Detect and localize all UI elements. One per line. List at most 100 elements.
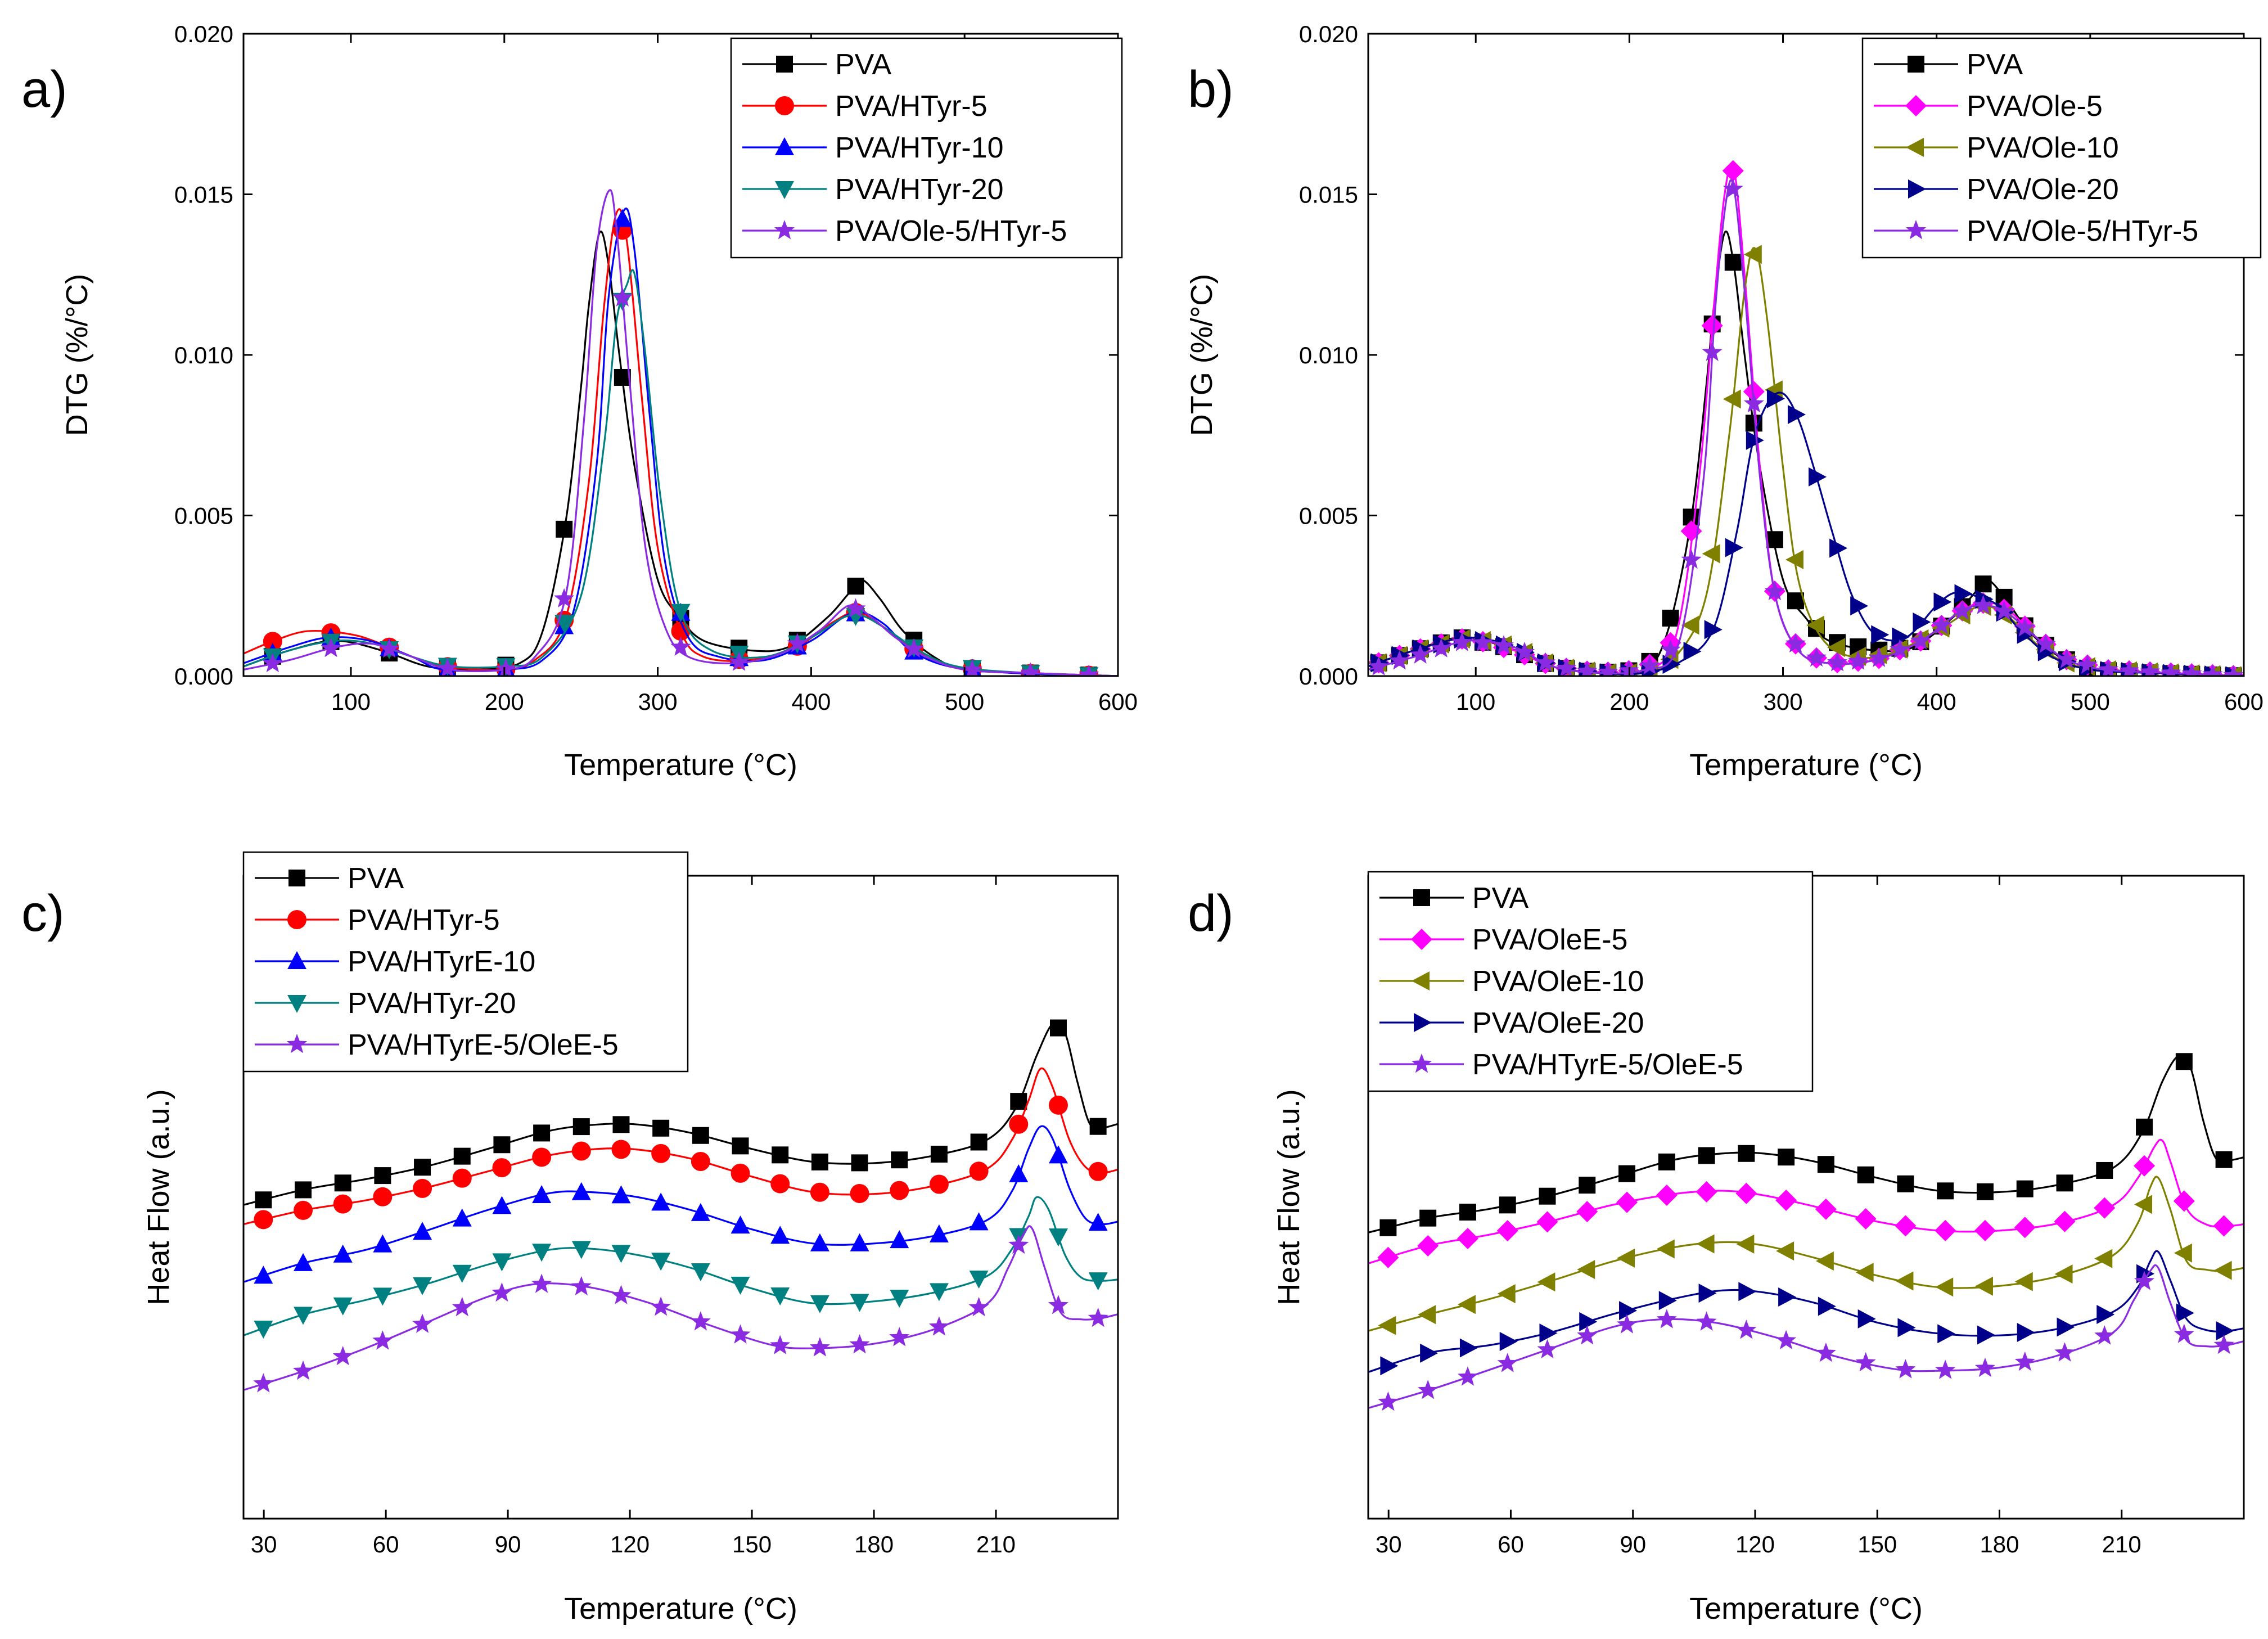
legend-entry-d-4: PVA/HTyrE-5/OleE-5: [1472, 1048, 1743, 1081]
series-marker-d-4: [1577, 1325, 1598, 1345]
series-marker-a-1: [263, 632, 282, 651]
series-marker-b-2: [1681, 615, 1699, 635]
y-tick-label-b: 0.015: [1299, 182, 1358, 208]
series-marker-d-1: [1815, 1198, 1837, 1220]
x-tick-label-d: 180: [1980, 1531, 2019, 1557]
series-marker-b-2: [1764, 380, 1783, 400]
series-marker-d-2: [1815, 1251, 1834, 1271]
legend-marker-c-2: [287, 951, 306, 969]
series-marker-a-2: [612, 209, 632, 227]
y-axis-label-d: Heat Flow (a.u.): [1272, 1089, 1306, 1305]
series-marker-d-3: [1539, 1323, 1558, 1343]
series-marker-d-1: [1974, 1219, 1996, 1241]
series-marker-d-1: [2054, 1210, 2076, 1232]
legend-entry-a-3: PVA/HTyr-20: [835, 173, 1004, 206]
series-marker-d-4: [1696, 1311, 1717, 1331]
legend-entry-a-4: PVA/Ole-5/HTyr-5: [835, 215, 1067, 247]
series-marker-d-0: [1857, 1166, 1874, 1183]
series-marker-d-4: [1736, 1320, 1757, 1339]
series-marker-c-3: [929, 1283, 949, 1302]
series-marker-c-0: [453, 1147, 471, 1165]
y-tick-label-a: 0.010: [174, 342, 233, 368]
series-marker-d-0: [1698, 1147, 1715, 1164]
series-marker-d-1: [1457, 1228, 1478, 1250]
series-marker-d-0: [1459, 1204, 1476, 1221]
series-marker-d-0: [1778, 1149, 1795, 1166]
series-marker-c-0: [930, 1145, 948, 1163]
series-marker-c-4: [1008, 1234, 1029, 1254]
series-marker-c-3: [890, 1289, 909, 1308]
series-marker-b-4: [1994, 601, 2014, 620]
series-marker-a-4: [495, 658, 516, 676]
legend-marker-c-0: [288, 870, 305, 886]
series-marker-d-0: [1419, 1209, 1437, 1227]
x-tick-label-b: 200: [1609, 688, 1649, 715]
series-marker-d-0: [2056, 1174, 2073, 1192]
series-marker-c-2: [651, 1192, 671, 1211]
series-marker-c-2: [1048, 1145, 1068, 1164]
y-tick-label-a: 0.015: [174, 182, 233, 208]
series-marker-b-3: [1954, 584, 1973, 604]
series-marker-d-4: [1776, 1330, 1797, 1349]
series-marker-c-2: [929, 1224, 949, 1242]
series-marker-c-2: [611, 1185, 631, 1204]
legend-entry-c-3: PVA/HTyr-20: [348, 987, 516, 1020]
legend-marker-d-1: [1411, 929, 1432, 950]
series-marker-c-3: [413, 1277, 432, 1295]
panel-label-a: a): [21, 61, 67, 118]
series-marker-c-3: [691, 1263, 710, 1282]
legend-marker-b-0: [1908, 56, 1924, 73]
series-marker-b-3: [1746, 430, 1764, 450]
series-marker-c-2: [969, 1212, 989, 1231]
legend-marker-d-0: [1413, 889, 1430, 906]
series-marker-c-1: [691, 1152, 710, 1172]
series-marker-d-1: [1377, 1246, 1399, 1268]
legend-marker-d-3: [1414, 1013, 1432, 1032]
series-marker-c-1: [1009, 1114, 1029, 1134]
series-marker-c-2: [691, 1203, 710, 1221]
series-marker-c-4: [332, 1346, 353, 1366]
legend-marker-b-4: [1905, 220, 1927, 240]
series-marker-b-3: [1662, 654, 1681, 674]
series-marker-b-4: [1493, 635, 1514, 655]
series-marker-b-2: [1785, 550, 1803, 570]
x-tick-label-a: 500: [945, 688, 984, 715]
y-axis-label-a: DTG (%/°C): [60, 274, 94, 436]
series-marker-d-3: [1977, 1325, 1995, 1345]
series-marker-c-0: [493, 1136, 511, 1154]
series-marker-d-3: [2096, 1304, 2115, 1324]
series-marker-c-4: [770, 1335, 791, 1354]
x-tick-label-c: 120: [610, 1531, 650, 1557]
series-marker-b-4: [2056, 649, 2077, 669]
y-tick-label-b: 0.000: [1299, 663, 1358, 690]
series-marker-c-3: [532, 1244, 552, 1262]
series-marker-d-3: [1897, 1318, 1916, 1338]
legend-c: PVA PVA/HTyr-5 PVA/HTyrE-10 PVA/HTyr-20 PVA/…: [242, 851, 689, 1073]
series-marker-d-1: [1855, 1208, 1877, 1230]
panel-label-d: d): [1188, 885, 1234, 942]
series-marker-d-4: [1418, 1380, 1439, 1399]
series-marker-b-3: [1809, 467, 1827, 487]
legend-marker-a-3: [775, 181, 794, 199]
series-marker-b-4: [1451, 632, 1472, 651]
series-line-d-1: [1368, 1138, 2244, 1264]
series-marker-b-4: [2223, 665, 2244, 676]
series-marker-c-3: [731, 1276, 750, 1295]
series-marker-c-1: [1048, 1095, 1068, 1115]
series-marker-c-4: [293, 1360, 314, 1380]
y-tick-label-b: 0.005: [1299, 503, 1358, 529]
chart-panel-b: 100 200 300 400 500 600 0.000 0.005 0.010 0.015 0.…: [1185, 21, 2264, 782]
series-marker-a-4: [437, 658, 458, 676]
x-tick-label-b: 100: [1456, 688, 1495, 715]
chart-panel-c: 30 60 90 120 150 180 210 Temperature (°C) Heat F…: [21, 851, 1119, 1626]
series-marker-d-2: [2174, 1243, 2192, 1263]
series-marker-c-4: [531, 1273, 552, 1293]
series-marker-d-2: [1656, 1239, 1675, 1259]
series-marker-b-1: [1743, 381, 1765, 403]
series-marker-b-4: [1973, 595, 1994, 614]
series-marker-a-4: [845, 598, 866, 618]
series-marker-c-0: [811, 1153, 828, 1170]
series-line-b-3: [1368, 391, 2244, 676]
series-group-b: [1368, 160, 2244, 676]
series-marker-d-1: [1935, 1219, 1956, 1241]
